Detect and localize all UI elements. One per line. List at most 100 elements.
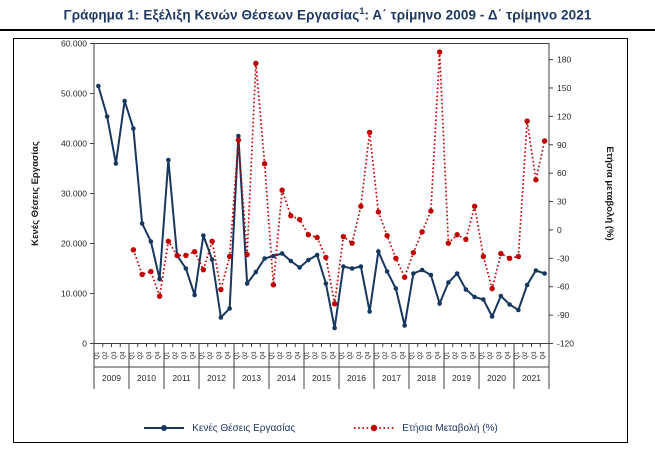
quarter-tick-label: Q3 [147, 351, 153, 360]
quarter-tick-label: Q4 [506, 351, 512, 360]
right-axis-tick-label: 120 [557, 111, 571, 121]
quarter-tick-label: Q4 [401, 351, 407, 360]
right-axis-title: Ετήσια μεταβολή (%) [604, 146, 615, 240]
quarter-tick-label: Q2 [348, 351, 354, 360]
quarter-tick-label: Q2 [313, 351, 319, 360]
quarter-tick-label: Q2 [103, 351, 109, 360]
quarter-tick-label: Q3 [462, 351, 468, 360]
quarter-tick-label: Q2 [418, 351, 424, 360]
quarter-tick-label: Q2 [138, 351, 144, 360]
year-tick-label: 2010 [137, 373, 156, 383]
quarter-tick-label: Q4 [436, 351, 442, 360]
left-axis-tick-label: 40.000 [61, 139, 87, 149]
quarter-tick-label: Q1 [339, 351, 345, 360]
quarter-tick-label: Q4 [121, 351, 127, 360]
right-axis-tick-label: 180 [557, 55, 571, 65]
year-tick-label: 2011 [172, 373, 191, 383]
quarter-tick-label: Q3 [182, 351, 188, 360]
quarter-tick-label: Q3 [497, 351, 503, 360]
quarter-tick-label: Q4 [191, 351, 197, 360]
year-tick-label: 2020 [487, 373, 506, 383]
quarter-tick-label: Q1 [94, 351, 100, 360]
vacancies-line-swatch-icon [144, 425, 185, 431]
quarter-tick-label: Q1 [269, 351, 275, 360]
quarter-tick-label: Q2 [523, 351, 529, 360]
quarter-tick-label: Q3 [427, 351, 433, 360]
left-axis-tick-label: 50.000 [61, 89, 87, 99]
quarter-tick-label: Q3 [532, 351, 538, 360]
quarter-tick-label: Q2 [278, 351, 284, 360]
quarter-tick-label: Q2 [173, 351, 179, 360]
annual-change-line-swatch-icon [354, 424, 395, 432]
quarter-tick-label: Q3 [287, 351, 293, 360]
legend-label-vacancies: Κενές Θέσεις Εργασίας [192, 422, 296, 434]
quarter-tick-label: Q2 [243, 351, 249, 360]
left-axis-tick-label: 10.000 [61, 289, 87, 299]
title-underline [0, 29, 655, 31]
quarter-tick-label: Q3 [322, 351, 328, 360]
quarter-tick-label: Q4 [471, 351, 477, 360]
right-axis-tick-label: -30 [557, 253, 570, 263]
quarter-tick-label: Q4 [331, 351, 337, 360]
left-axis-tick-label: 0 [82, 339, 87, 349]
quarter-tick-label: Q2 [208, 351, 214, 360]
right-axis-tick-label: -120 [557, 339, 574, 349]
year-tick-label: 2012 [207, 373, 226, 383]
year-tick-label: 2021 [522, 373, 541, 383]
quarter-tick-label: Q3 [217, 351, 223, 360]
quarter-tick-label: Q3 [252, 351, 258, 360]
right-axis-tick-label: 90 [557, 140, 567, 150]
quarter-tick-label: Q1 [234, 351, 240, 360]
quarter-tick-label: Q4 [366, 351, 372, 360]
quarter-tick-label: Q1 [444, 351, 450, 360]
quarter-tick-label: Q4 [156, 351, 162, 360]
quarter-tick-label: Q4 [541, 351, 547, 360]
year-tick-label: 2016 [347, 373, 366, 383]
quarter-tick-label: Q3 [392, 351, 398, 360]
legend-label-annual-change: Ετήσια Μεταβολή (%) [402, 422, 498, 434]
quarter-tick-label: Q1 [409, 351, 415, 360]
chart-axes [90, 43, 553, 389]
annual-change-series [130, 49, 548, 307]
quarter-tick-label: Q2 [488, 351, 494, 360]
quarter-tick-label: Q4 [296, 351, 302, 360]
chart-title-range: : Α΄ τρίμηνο 2009 - Δ΄ τρίμηνο 2021 [364, 7, 592, 23]
year-tick-label: 2015 [312, 373, 331, 383]
year-tick-label: 2014 [277, 373, 296, 383]
quarter-tick-label: Q2 [453, 351, 459, 360]
quarter-tick-label: Q2 [383, 351, 389, 360]
year-tick-label: 2018 [417, 373, 436, 383]
quarter-tick-label: Q1 [129, 351, 135, 360]
quarter-tick-label: Q1 [304, 351, 310, 360]
chart-title-text: Γράφημα 1: Εξέλιξη Κενών Θέσεων Εργασίας [63, 7, 360, 23]
axis-labels: 0 10.000 20.000 30.000 40.000 50.000 60.000 -12… [61, 39, 574, 384]
quarter-tick-label: Q3 [357, 351, 363, 360]
quarter-tick-label: Q1 [164, 351, 170, 360]
chart-legend: Κενές Θέσεις Εργασίας Ετήσια Μεταβολή (%… [13, 415, 628, 441]
quarter-tick-label: Q1 [514, 351, 520, 360]
vacancies-series [96, 83, 547, 331]
year-tick-label: 2017 [382, 373, 401, 383]
legend-item-annual-change: Ετήσια Μεταβολή (%) [353, 423, 498, 434]
right-axis-tick-label: 0 [557, 225, 562, 235]
year-tick-label: 2019 [452, 373, 471, 383]
quarter-tick-label: Q1 [479, 351, 485, 360]
year-tick-label: 2013 [242, 373, 261, 383]
legend-item-vacancies: Κενές Θέσεις Εργασίας [143, 423, 295, 434]
year-tick-label: 2009 [102, 373, 121, 383]
right-axis-tick-label: -60 [557, 282, 570, 292]
left-axis-title: Κενές Θέσεις Εργασίας [30, 141, 41, 246]
left-axis-tick-label: 20.000 [61, 239, 87, 249]
quarter-tick-label: Q1 [374, 351, 380, 360]
chart-border-box [13, 38, 628, 443]
right-axis-tick-label: -90 [557, 310, 570, 320]
right-axis-tick-label: 30 [557, 197, 567, 207]
quarter-tick-label: Q3 [112, 351, 118, 360]
chart-title: Γράφημα 1: Εξέλιξη Κενών Θέσεων Εργασίας… [0, 6, 655, 23]
quarter-tick-label: Q4 [226, 351, 232, 360]
quarter-tick-label: Q4 [261, 351, 267, 360]
quarter-tick-label: Q1 [199, 351, 205, 360]
footnote-marker: 1 [359, 6, 365, 16]
right-axis-tick-label: 60 [557, 168, 567, 178]
